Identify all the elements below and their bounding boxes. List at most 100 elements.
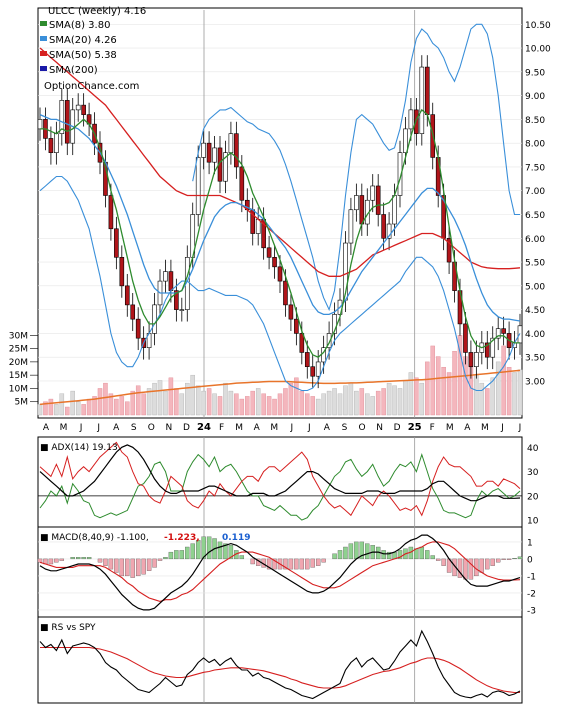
volume-bar xyxy=(48,398,54,416)
candle-body xyxy=(195,157,201,215)
candle-body xyxy=(228,133,234,153)
volume-bar xyxy=(315,398,321,416)
volume-bar xyxy=(299,390,305,416)
price-tick-label: 9.00 xyxy=(525,92,545,102)
candle-body xyxy=(375,185,381,215)
volume-bar xyxy=(495,361,501,416)
candle-body xyxy=(152,304,157,334)
macd-histogram-bar xyxy=(479,558,485,573)
macd-histogram-bar xyxy=(185,546,190,560)
volume-bar xyxy=(108,393,114,416)
candle-body xyxy=(163,271,168,282)
volume-bar xyxy=(272,398,277,416)
candle-body xyxy=(174,290,179,310)
macd-histogram-bar xyxy=(125,558,130,577)
macd-histogram-bar xyxy=(501,558,506,560)
macd-histogram-bar xyxy=(337,550,343,560)
volume-bar xyxy=(277,393,283,416)
bollinger-upper-line xyxy=(192,23,520,312)
volume-bar xyxy=(92,396,97,416)
candle-body xyxy=(201,142,206,158)
macd-histogram-bar xyxy=(272,558,277,570)
price-tick-label: 8.50 xyxy=(525,116,545,126)
volume-bar xyxy=(70,390,75,416)
volume-bar xyxy=(386,382,392,416)
volume-bar xyxy=(86,398,92,416)
volume-bar xyxy=(250,390,255,416)
volume-bar xyxy=(212,393,217,416)
macd-histogram-bar xyxy=(75,557,81,560)
volume-bar xyxy=(375,390,381,416)
macd-histogram-bar xyxy=(321,558,326,563)
candle-body xyxy=(266,247,272,258)
macd-histogram-bar xyxy=(430,555,435,560)
volume-bar xyxy=(463,356,468,416)
volume-tick-label: 5M xyxy=(15,398,29,408)
candle-body xyxy=(310,366,316,377)
candle-body xyxy=(108,195,114,230)
price-tick-label: 6.50 xyxy=(525,211,545,221)
candle-body xyxy=(179,309,185,311)
x-axis-label: M xyxy=(270,423,278,433)
volume-bar xyxy=(490,377,495,416)
macd-histogram-bar xyxy=(294,558,299,570)
candle-body xyxy=(419,66,425,134)
x-axis-label: J xyxy=(289,423,293,433)
volume-bar xyxy=(517,369,523,416)
candle-body xyxy=(315,361,321,377)
macd-histogram-bar xyxy=(201,536,206,560)
macd-histogram-bar xyxy=(250,558,255,565)
volume-bar xyxy=(408,372,414,416)
x-axis-label: N xyxy=(376,423,383,433)
candle-body xyxy=(332,314,337,334)
price-panel-frame xyxy=(37,7,523,419)
x-axis-label: O xyxy=(358,423,365,433)
macd-histogram-bar xyxy=(48,558,54,565)
candle-body xyxy=(294,318,299,334)
candle-body xyxy=(81,104,86,115)
axis-tick-labels: 3.00 3.50 4.00 4.50 5.00 5.50 6.00 6.50 7.00 7.50… xyxy=(9,21,551,617)
candle-body xyxy=(424,66,430,115)
macd-histogram-bar xyxy=(381,550,386,560)
candle-body xyxy=(386,223,392,239)
volume-bar xyxy=(65,406,70,416)
candle-body xyxy=(54,133,59,153)
x-axis-label: F xyxy=(219,423,224,433)
candle-body xyxy=(223,152,228,182)
volume-bar xyxy=(332,388,337,416)
candle-body xyxy=(135,318,141,339)
macd-histogram-bar xyxy=(59,558,65,561)
x-axis-label: J xyxy=(96,423,100,433)
candle-body xyxy=(234,133,239,168)
price-tick-label: 3.00 xyxy=(525,377,545,387)
price-tick-label: 3.50 xyxy=(525,354,545,364)
macd-tick-label: -2 xyxy=(527,589,536,599)
macd-hist-value: 0.119 xyxy=(222,533,250,543)
legend-swatch-sma20 xyxy=(40,36,47,41)
volume-bar xyxy=(337,393,343,416)
price-tick-label: 9.50 xyxy=(525,68,545,78)
volume-bar xyxy=(326,390,332,416)
macd-histogram-bar xyxy=(108,558,114,570)
volume-bar xyxy=(228,390,234,416)
volume-bar xyxy=(288,382,294,416)
volume-bar xyxy=(365,393,370,416)
rs-line xyxy=(39,629,521,700)
candle-body xyxy=(283,280,288,306)
chart-title: ULCC (weekly) 4.16 xyxy=(48,6,146,17)
macd-histogram-bar xyxy=(365,543,370,560)
candle-body xyxy=(239,166,245,201)
legend-swatch-sma8 xyxy=(40,21,47,26)
candle-body xyxy=(501,328,506,334)
volume-bar xyxy=(392,385,397,416)
candle-body xyxy=(397,152,403,196)
volume-bar xyxy=(239,398,245,416)
volume-tick-label: 25M xyxy=(9,345,28,355)
macd-histogram-bar xyxy=(266,558,272,570)
macd-histogram-bar xyxy=(179,550,185,560)
price-series xyxy=(37,23,523,392)
volume-tick-label: 10M xyxy=(9,384,28,394)
volume-bar xyxy=(130,390,135,416)
macd-histogram-bar xyxy=(348,543,354,560)
volume-bar xyxy=(474,374,479,416)
